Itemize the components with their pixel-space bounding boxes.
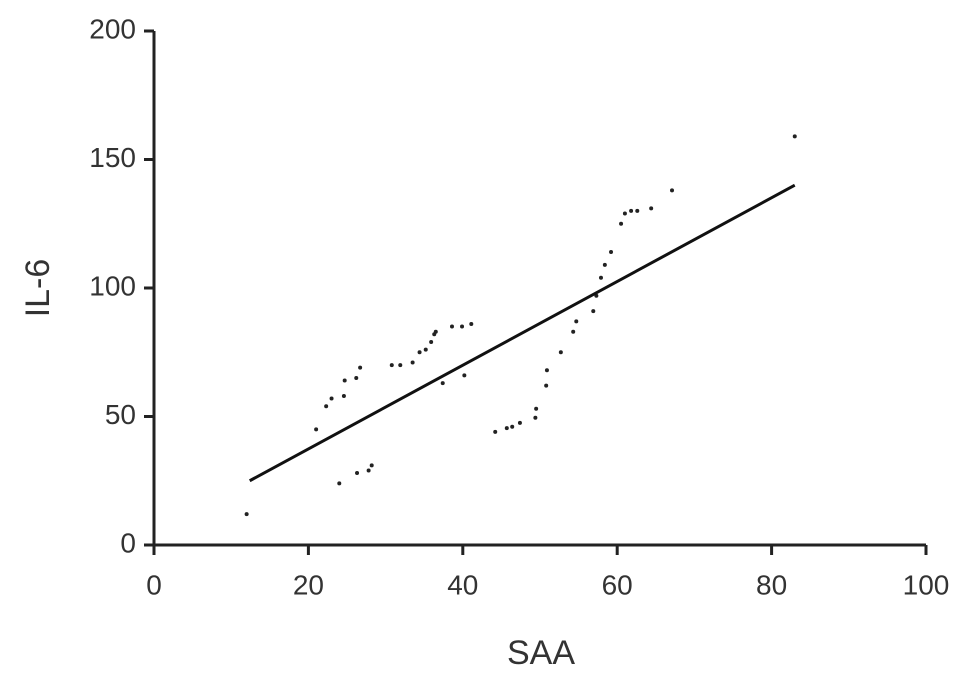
point [544,368,549,373]
point [324,404,329,409]
point [417,350,422,355]
point [410,360,415,365]
point [517,420,522,425]
point [591,309,596,314]
point [462,373,467,378]
point [792,134,797,139]
point [469,321,474,326]
point [504,426,509,431]
point [460,324,465,329]
point [602,262,607,267]
point [574,319,579,324]
point [366,468,371,473]
trend-line [249,183,796,483]
point [533,415,538,420]
point [337,481,342,486]
point [358,365,363,370]
point [493,429,498,434]
point [369,463,374,468]
point [440,381,445,386]
point [398,363,403,368]
y-tick-label: 150 [89,142,136,173]
point [314,427,319,432]
point [389,363,394,368]
point [429,339,434,344]
y-axis-label: IL-6 [19,259,57,318]
x-axis-label: SAA [507,634,575,672]
point [619,221,624,226]
point [534,406,539,411]
point [598,275,603,280]
x-tick-label: 100 [903,569,950,600]
y-tick-label: 200 [89,13,136,44]
point [354,375,359,380]
y-tick-label: 0 [120,527,136,558]
point [609,250,614,255]
point [571,329,576,334]
point [341,393,346,398]
x-tick-label: 40 [447,569,478,600]
point [629,208,634,213]
point [622,211,627,216]
x-tick-label: 60 [602,569,633,600]
point [544,383,549,388]
x-tick-label: 80 [756,569,787,600]
point [649,206,654,211]
point [449,324,454,329]
point [355,471,360,476]
point [670,188,675,193]
point [635,208,640,213]
y-tick-label: 100 [89,270,136,301]
point [329,396,334,401]
point [433,329,438,334]
point [558,350,563,355]
x-tick-label: 20 [293,569,324,600]
point [244,512,249,517]
point [342,378,347,383]
x-tick-label: 0 [146,569,162,600]
point [510,424,515,429]
point [423,347,428,352]
y-tick-label: 50 [105,399,136,430]
